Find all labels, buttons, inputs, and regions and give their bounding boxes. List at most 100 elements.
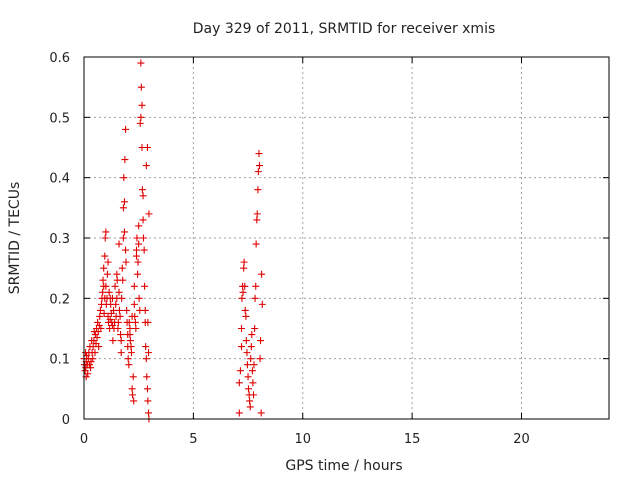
data-point xyxy=(125,361,133,369)
data-point xyxy=(131,312,139,320)
x-tick-label: 20 xyxy=(513,432,530,447)
data-point xyxy=(251,294,259,302)
data-point xyxy=(122,258,130,266)
data-point xyxy=(127,349,135,357)
data-point xyxy=(100,264,108,272)
data-point xyxy=(246,403,254,411)
data-point xyxy=(243,349,251,357)
grid xyxy=(84,57,609,419)
data-point xyxy=(240,264,248,272)
data-point xyxy=(93,334,101,342)
data-point xyxy=(111,282,119,290)
y-axis-label: SRMTID / TECUs xyxy=(7,182,23,295)
data-point xyxy=(133,234,141,242)
data-point xyxy=(129,373,137,381)
data-point xyxy=(137,59,145,67)
data-point xyxy=(104,258,112,266)
data-point xyxy=(110,306,118,314)
data-point xyxy=(103,270,111,278)
data-point xyxy=(250,361,258,369)
data-point xyxy=(257,409,265,417)
data-point xyxy=(105,288,113,296)
data-point xyxy=(145,409,153,417)
data-point xyxy=(115,306,123,314)
data-point xyxy=(89,355,97,363)
data-point xyxy=(102,282,110,290)
data-point xyxy=(112,300,120,308)
data-point xyxy=(250,391,258,399)
data-point xyxy=(248,367,256,375)
data-point xyxy=(94,318,102,326)
data-point xyxy=(243,361,251,369)
data-point xyxy=(135,240,143,248)
data-point xyxy=(139,216,147,224)
data-point xyxy=(130,282,138,290)
data-point xyxy=(240,258,248,266)
data-point xyxy=(119,276,127,284)
data-point xyxy=(99,276,107,284)
data-point xyxy=(144,397,152,405)
x-tick-label: 10 xyxy=(294,432,311,447)
data-point xyxy=(145,210,153,218)
data-point xyxy=(133,246,140,254)
data-point xyxy=(96,306,104,314)
data-point xyxy=(142,162,150,170)
data-point xyxy=(133,252,140,260)
data-point xyxy=(138,101,146,109)
data-point xyxy=(118,294,126,302)
data-point xyxy=(241,282,249,290)
data-point xyxy=(97,325,105,332)
data-point xyxy=(258,270,266,278)
data-point xyxy=(131,318,139,326)
data-point xyxy=(127,343,135,351)
x-axis-label: GPS time / hours xyxy=(285,458,402,474)
data-point xyxy=(85,361,93,369)
data-point xyxy=(242,312,250,320)
data-point xyxy=(126,331,134,339)
data-point xyxy=(117,349,125,357)
data-point xyxy=(101,252,109,260)
data-point xyxy=(244,373,252,381)
data-point xyxy=(125,318,133,326)
data-point xyxy=(126,325,134,332)
data-point xyxy=(113,270,121,278)
x-tick-label: 5 xyxy=(189,432,197,447)
data-point xyxy=(124,355,132,363)
data-point xyxy=(135,222,143,230)
data-point xyxy=(122,125,130,133)
data-point xyxy=(242,337,250,345)
data-point xyxy=(137,83,145,91)
data-point xyxy=(251,325,259,332)
data-point xyxy=(119,204,127,212)
data-point xyxy=(101,234,109,242)
data-point xyxy=(140,246,148,254)
data-point xyxy=(109,337,117,345)
y-tick-label: 0 xyxy=(62,413,70,428)
data-point xyxy=(145,349,153,357)
data-point xyxy=(87,364,95,372)
data-point xyxy=(253,216,261,224)
data-point xyxy=(256,355,264,363)
data-point xyxy=(102,228,110,236)
data-point xyxy=(235,409,243,417)
data-point xyxy=(99,288,107,296)
data-point xyxy=(254,168,262,176)
data-point xyxy=(95,321,103,329)
data-point xyxy=(255,150,263,158)
y-tick-label: 0.2 xyxy=(49,292,70,307)
data-point xyxy=(249,379,257,387)
data-point xyxy=(239,288,247,296)
data-point xyxy=(141,282,149,290)
data-point xyxy=(91,349,99,357)
data-points xyxy=(80,59,266,423)
ticks: 0 5 10 15 20 0 0.1 0.2 0.3 0.4 0.5 0.6 xyxy=(49,51,609,447)
data-point xyxy=(117,331,125,339)
data-point xyxy=(143,385,151,393)
data-point xyxy=(142,343,150,351)
data-point xyxy=(253,210,261,218)
data-point xyxy=(100,309,108,317)
data-point xyxy=(248,331,256,339)
data-point xyxy=(245,385,252,393)
data-point xyxy=(116,312,124,320)
